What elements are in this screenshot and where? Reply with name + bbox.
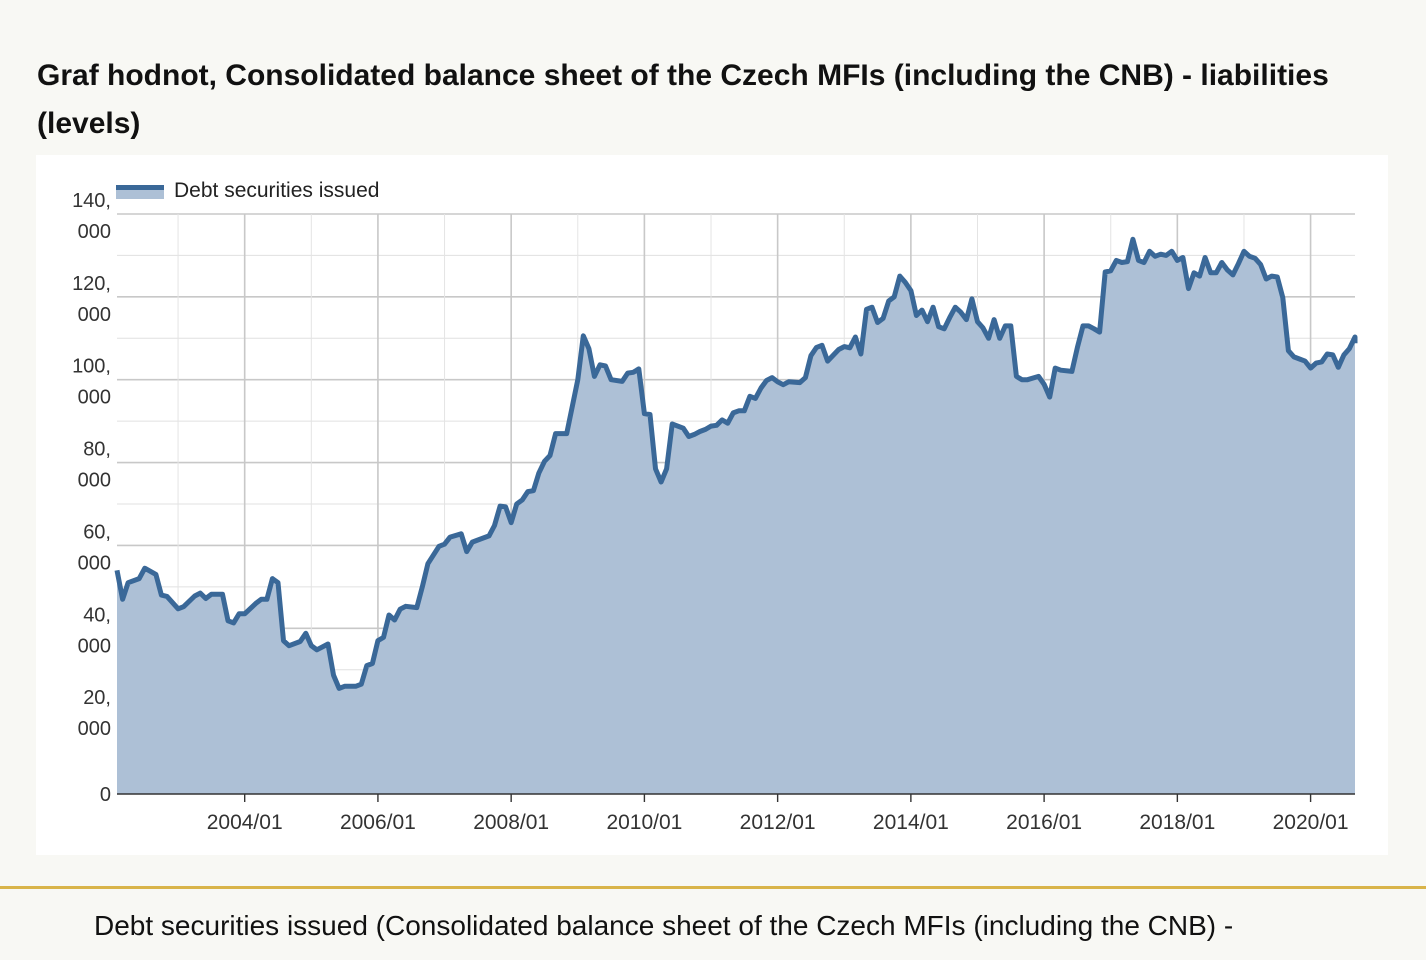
y-tick-text: 100, <box>72 356 111 378</box>
legend: Debt securities issued <box>116 179 379 202</box>
y-tick-text: 000 <box>78 221 111 243</box>
series-area <box>117 239 1355 795</box>
y-tick-text: 000 <box>78 470 111 492</box>
series-line <box>114 236 1358 691</box>
area-chart: 020,00040,00060,00080,000100,000120,0001… <box>72 179 1358 834</box>
y-tick-text: 140, <box>72 190 111 212</box>
y-tick-label: 80,000 <box>78 439 111 492</box>
x-axis-ticks: 2004/01 2006/01 2008/01 2010/01 2012/01 2014/… <box>207 794 1349 834</box>
accent-divider <box>0 886 1426 889</box>
y-tick-text: 120, <box>72 273 111 295</box>
y-axis-ticks: 020,00040,00060,00080,000100,000120,0001… <box>72 190 111 806</box>
y-tick-text: 80, <box>83 439 111 461</box>
x-tick-label: 2014/01 <box>873 811 949 834</box>
page-title: Graf hodnot, Consolidated balance sheet … <box>37 59 1329 140</box>
y-tick-text: 000 <box>78 387 111 409</box>
y-tick-label: 0 <box>100 784 111 806</box>
x-tick-label: 2008/01 <box>473 811 549 834</box>
y-tick-text: 000 <box>78 635 111 657</box>
legend-label: Debt securities issued <box>174 179 379 202</box>
x-tick-label: 2016/01 <box>1006 811 1082 834</box>
footer-caption: Debt securities issued (Consolidated bal… <box>94 910 1234 941</box>
x-tick-label: 2004/01 <box>207 811 283 834</box>
y-tick-label: 60,000 <box>78 521 111 574</box>
x-tick-label: 2018/01 <box>1139 811 1215 834</box>
y-tick-text: 000 <box>78 718 111 740</box>
x-tick-label: 2006/01 <box>340 811 416 834</box>
x-tick-label: 2020/01 <box>1273 811 1349 834</box>
y-tick-text: 0 <box>100 784 111 806</box>
y-tick-text: 40, <box>83 604 111 626</box>
y-tick-label: 120, 000 <box>72 273 111 326</box>
y-tick-text: 20, <box>83 687 111 709</box>
y-tick-text: 000 <box>78 552 111 574</box>
y-tick-label: 40,000 <box>78 604 111 657</box>
x-tick-label: 2010/01 <box>606 811 682 834</box>
chart-card: 0 20, 000 40, 000 60, 000 80, 000 100, 000 120, 000 1… <box>36 155 1388 855</box>
y-tick-label: 20,000 <box>78 687 111 740</box>
y-tick-label: 100, 000 <box>72 356 111 409</box>
y-tick-text: 60, <box>83 521 111 543</box>
y-tick-label: 140, 000 <box>72 190 111 243</box>
y-tick-text: 000 <box>78 304 111 326</box>
x-tick-label: 2012/01 <box>740 811 816 834</box>
legend-swatch-line <box>116 185 164 190</box>
